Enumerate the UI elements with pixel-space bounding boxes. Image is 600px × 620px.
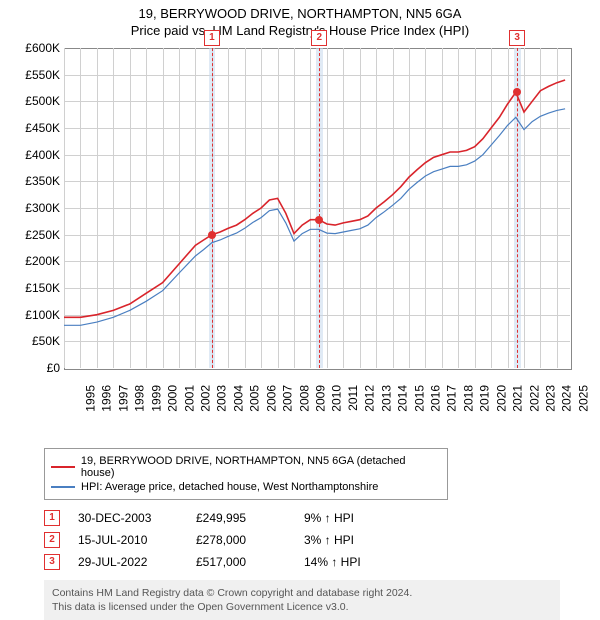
sales-row: 1 30-DEC-2003 £249,995 9% ↑ HPI [44, 510, 600, 526]
series-svg [20, 44, 572, 370]
x-axis-label: 2005 [248, 385, 262, 412]
legend-label: 19, BERRYWOOD DRIVE, NORTHAMPTON, NN5 6G… [81, 455, 441, 479]
x-axis-label: 2023 [544, 385, 558, 412]
x-axis-label: 2024 [560, 385, 574, 412]
series-hpi [64, 109, 565, 325]
sale-marker [208, 231, 216, 239]
title-line-1: 19, BERRYWOOD DRIVE, NORTHAMPTON, NN5 6G… [0, 6, 600, 21]
x-axis-label: 2009 [314, 385, 328, 412]
x-axis-label: 1995 [84, 385, 98, 412]
sale-pct: 3% ↑ HPI [304, 533, 414, 547]
x-axis-label: 2019 [478, 385, 492, 412]
sale-date: 30-DEC-2003 [78, 511, 178, 525]
x-axis-label: 2011 [346, 385, 360, 411]
sale-price: £249,995 [196, 511, 286, 525]
sale-pct: 9% ↑ HPI [304, 511, 414, 525]
sale-pct: 14% ↑ HPI [304, 555, 414, 569]
x-axis-label: 1999 [149, 385, 163, 412]
x-axis-label: 2008 [297, 385, 311, 412]
x-axis-label: 2010 [330, 385, 344, 412]
x-axis-label: 2012 [363, 385, 377, 412]
x-axis-label: 2004 [232, 385, 246, 412]
sale-marker [315, 216, 323, 224]
sale-price: £278,000 [196, 533, 286, 547]
attribution-line-1: Contains HM Land Registry data © Crown c… [52, 586, 552, 600]
price-chart: £0£50K£100K£150K£200K£250K£300K£350K£400… [20, 44, 580, 414]
x-axis-label: 1998 [133, 385, 147, 412]
x-axis-label: 2015 [412, 385, 426, 412]
x-axis-label: 2020 [494, 385, 508, 412]
x-axis-label: 2007 [281, 385, 295, 412]
x-axis-label: 2014 [396, 385, 410, 412]
legend-label: HPI: Average price, detached house, West… [81, 481, 378, 493]
series-property [64, 80, 565, 317]
sales-row: 2 15-JUL-2010 £278,000 3% ↑ HPI [44, 532, 600, 548]
x-axis-label: 2018 [462, 385, 476, 412]
legend-item: HPI: Average price, detached house, West… [51, 481, 441, 493]
x-axis-label: 2017 [445, 385, 459, 412]
sales-row: 3 29-JUL-2022 £517,000 14% ↑ HPI [44, 554, 600, 570]
x-axis-label: 2025 [577, 385, 591, 412]
attribution-line-2: This data is licensed under the Open Gov… [52, 600, 552, 614]
legend-swatch [51, 486, 75, 488]
sale-date: 29-JUL-2022 [78, 555, 178, 569]
sale-badge: 3 [44, 554, 60, 570]
x-axis-label: 2016 [429, 385, 443, 412]
sale-price: £517,000 [196, 555, 286, 569]
sale-date: 15-JUL-2010 [78, 533, 178, 547]
x-axis-label: 2022 [527, 385, 541, 412]
chart-legend: 19, BERRYWOOD DRIVE, NORTHAMPTON, NN5 6G… [44, 448, 448, 500]
legend-item: 19, BERRYWOOD DRIVE, NORTHAMPTON, NN5 6G… [51, 455, 441, 479]
legend-swatch [51, 466, 75, 468]
x-axis-label: 2006 [264, 385, 278, 412]
x-axis-label: 2002 [199, 385, 213, 412]
x-axis-label: 2021 [511, 385, 525, 412]
x-axis-label: 1996 [100, 385, 114, 412]
x-axis-label: 2000 [166, 385, 180, 412]
sale-badge: 1 [44, 510, 60, 526]
sale-badge: 2 [44, 532, 60, 548]
attribution-box: Contains HM Land Registry data © Crown c… [44, 580, 560, 620]
x-axis-label: 2001 [182, 385, 196, 412]
x-axis-label: 2013 [379, 385, 393, 412]
x-axis-label: 1997 [117, 385, 131, 412]
sale-marker [513, 88, 521, 96]
sales-table: 1 30-DEC-2003 £249,995 9% ↑ HPI 2 15-JUL-2010… [44, 510, 600, 570]
x-axis-label: 2003 [215, 385, 229, 412]
